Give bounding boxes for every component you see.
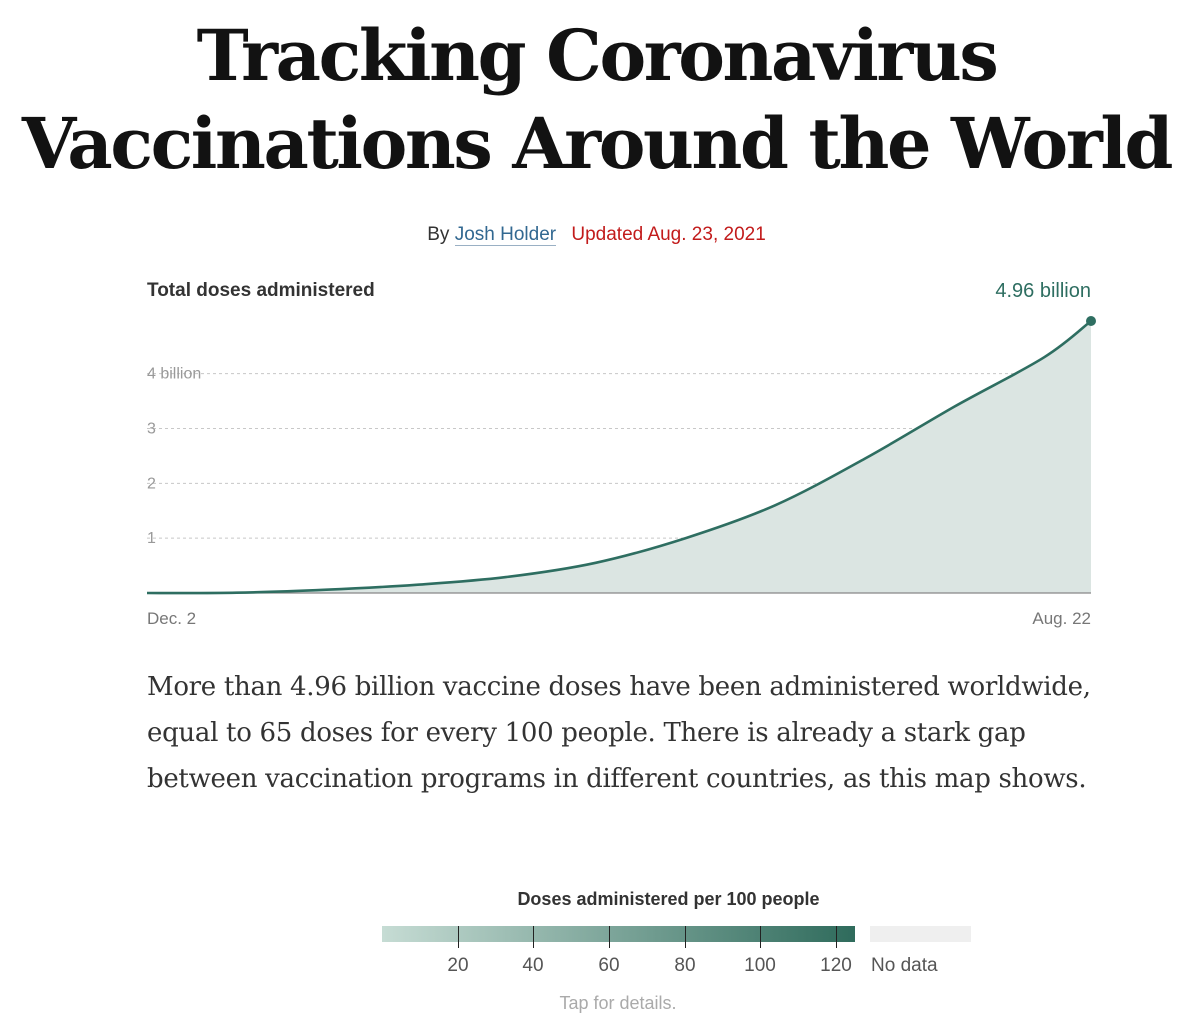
y-tick-label: 4 billion [147, 366, 201, 383]
legend-color-scale [382, 926, 855, 942]
chart-title: Total doses administered [147, 280, 375, 301]
headline-line-1: Tracking Coronavirus [196, 14, 999, 97]
summary-paragraph: More than 4.96 billion vaccine doses hav… [147, 672, 1091, 794]
legend-tick-mark [458, 926, 459, 948]
byline: By Josh Holder Updated Aug. 23, 2021 [0, 224, 1193, 246]
legend-tick-label: 100 [744, 955, 776, 976]
y-tick-label: 1 [147, 530, 156, 547]
endpoint-dot [1086, 316, 1096, 326]
x-tick-label-end: Aug. 22 [1032, 609, 1091, 628]
legend-tick-mark [836, 926, 837, 948]
no-data-label: No data [871, 955, 938, 976]
area-fill [147, 321, 1091, 594]
chart-total-label: 4.96 billion [995, 280, 1091, 302]
x-tick-label-start: Dec. 2 [147, 609, 196, 628]
legend-tick-label: 40 [522, 955, 544, 976]
y-tick-label: 3 [147, 420, 156, 437]
author-link[interactable]: Josh Holder [454, 224, 557, 246]
tap-hint: Tap for details. [559, 993, 677, 1013]
headline-line-2: Vaccinations Around the World [21, 102, 1174, 185]
updated-timestamp: Updated Aug. 23, 2021 [571, 224, 766, 245]
no-data-swatch [870, 926, 971, 942]
legend-tick-mark [760, 926, 761, 948]
legend-tick-label: 60 [598, 955, 620, 976]
page-title: Tracking Coronavirus Vaccinations Around … [0, 12, 1193, 188]
legend-title: Doses administered per 100 people [517, 889, 820, 909]
doses-area-chart: 1 2 3 4 billion Dec. 2 Aug. 22 [146, 316, 1096, 628]
legend-tick-mark [685, 926, 686, 948]
series-line [146, 319, 1092, 595]
y-tick-label: 2 [147, 475, 156, 492]
legend-tick-mark [609, 926, 610, 948]
legend-tick-label: 20 [447, 955, 469, 976]
legend-tick-mark [533, 926, 534, 948]
legend-tick-label: 120 [820, 955, 852, 976]
byline-by: By [427, 224, 450, 245]
legend-tick-label: 80 [674, 955, 696, 976]
